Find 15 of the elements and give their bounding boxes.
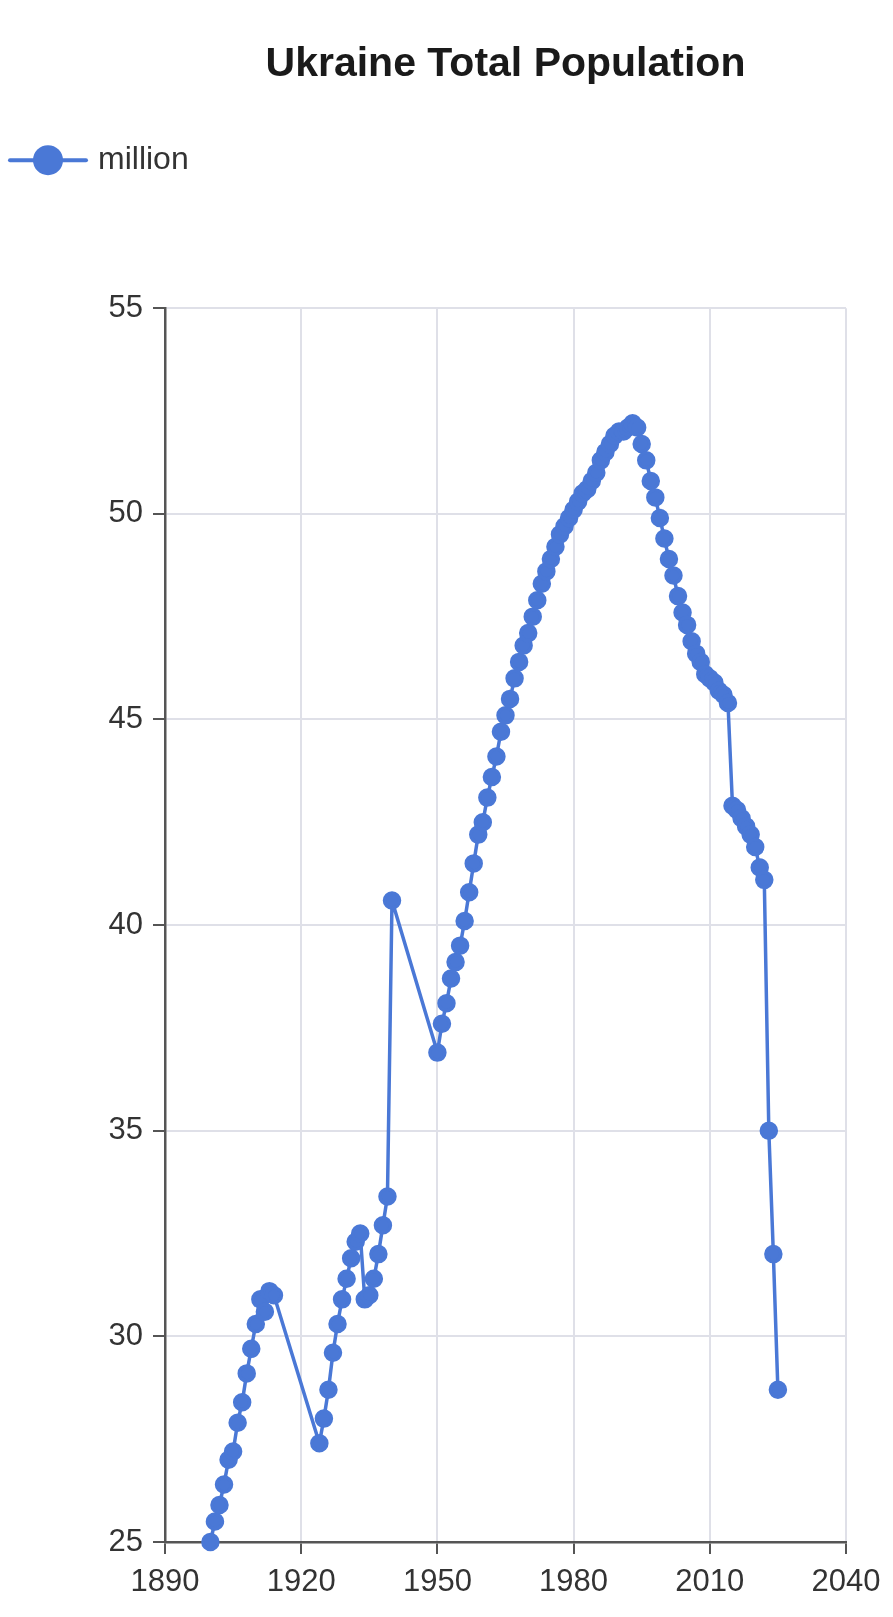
y-tick-label: 55	[108, 288, 143, 324]
legend-label: million	[98, 140, 189, 177]
y-tick-label: 25	[108, 1522, 143, 1558]
y-tick-label: 45	[108, 700, 143, 736]
x-tick-label: 2040	[811, 1563, 881, 1599]
x-tick-label: 1980	[539, 1563, 609, 1599]
x-tick-label: 1920	[266, 1563, 336, 1599]
y-tick-label: 50	[108, 494, 143, 530]
x-tick-label: 1890	[130, 1563, 200, 1599]
y-tick-label: 40	[108, 905, 143, 941]
y-tick-label: 35	[108, 1111, 143, 1147]
y-tick-label: 30	[108, 1316, 143, 1352]
chart-title: Ukraine Total Population	[265, 38, 746, 85]
x-tick-label: 1950	[402, 1563, 472, 1599]
x-tick-label: 2010	[675, 1563, 745, 1599]
